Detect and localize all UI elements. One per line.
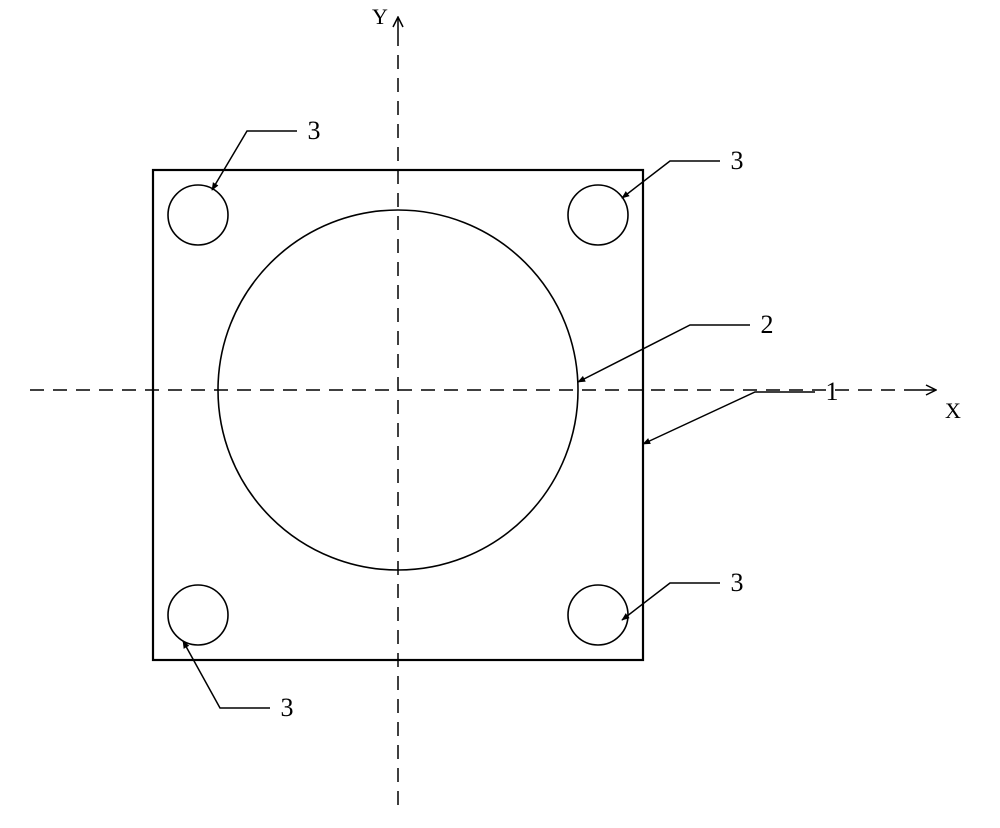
callout-label: 3	[308, 116, 321, 145]
callout-leader	[622, 161, 720, 198]
x-axis-label: X	[945, 398, 961, 423]
diagram-canvas: X Y 1 2 3 3 3 3	[0, 0, 1000, 828]
callout-hole-br-3: 3	[622, 566, 753, 620]
callout-leader	[622, 583, 720, 620]
callout-label: 2	[761, 310, 774, 339]
callout-hole-tl-3: 3	[212, 114, 330, 190]
callout-leader	[212, 131, 297, 190]
corner-hole-tl	[168, 185, 228, 245]
corner-hole-br	[568, 585, 628, 645]
corner-hole-bl	[168, 585, 228, 645]
callout-center-2: 2	[578, 308, 783, 382]
corner-hole-tr	[568, 185, 628, 245]
callout-leader	[643, 392, 815, 444]
callout-leader	[183, 641, 270, 708]
callout-label: 3	[731, 568, 744, 597]
callout-leader	[578, 325, 750, 382]
y-axis-label: Y	[372, 4, 388, 29]
callout-hole-bl-3: 3	[183, 641, 303, 723]
callout-label: 3	[731, 146, 744, 175]
callout-label: 1	[826, 377, 839, 406]
callout-label: 3	[281, 693, 294, 722]
callout-plate-1: 1	[643, 375, 848, 444]
